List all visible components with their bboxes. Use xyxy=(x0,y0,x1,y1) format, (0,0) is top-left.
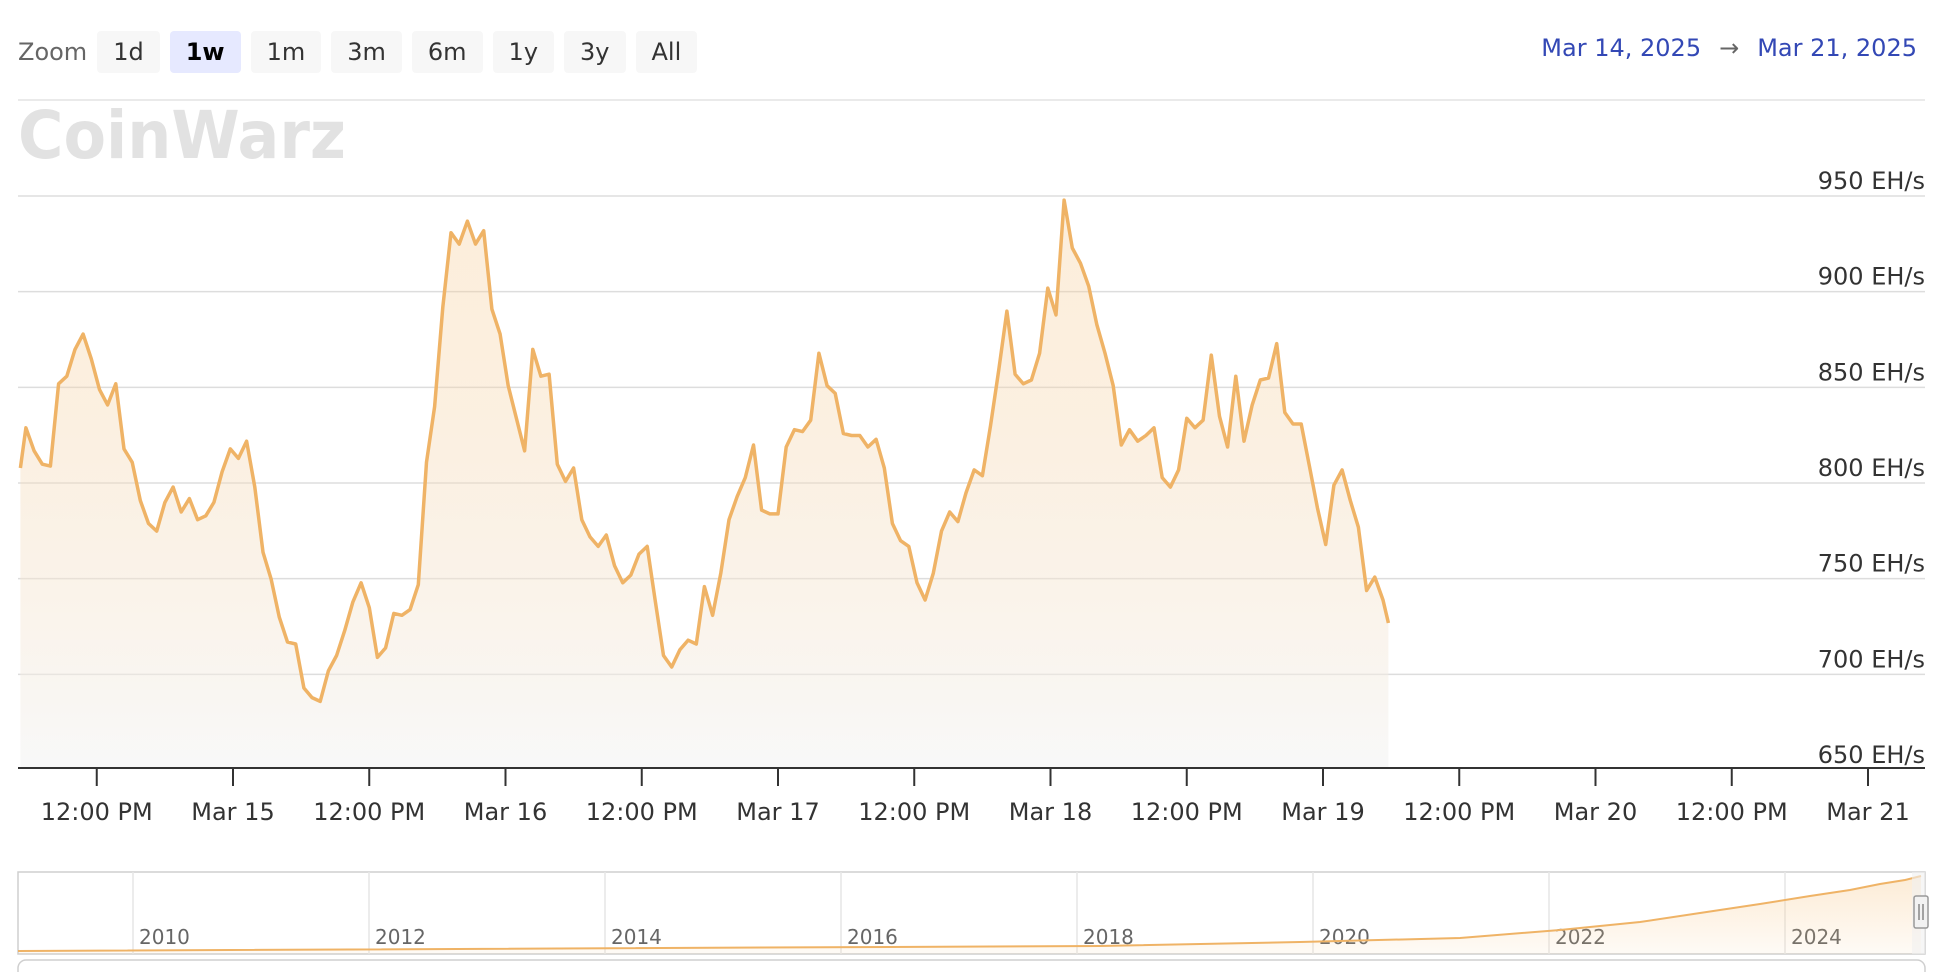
x-tick-label: 12:00 PM xyxy=(1131,798,1243,826)
x-tick-label: 12:00 PM xyxy=(1403,798,1515,826)
navigator-year-label: 2014 xyxy=(611,925,662,949)
y-tick-label: 700 EH/s xyxy=(1818,645,1925,673)
range-arrow-icon: → xyxy=(1719,34,1740,62)
navigator: 20102012201420162018202020222024 xyxy=(17,871,1929,972)
x-tick-label: Mar 15 xyxy=(191,798,274,826)
zoom-3y-button[interactable]: 3y xyxy=(564,31,626,73)
zoom-3m-button[interactable]: 3m xyxy=(331,31,402,73)
date-range: Mar 14, 2025 → Mar 21, 2025 xyxy=(1541,34,1917,62)
range-from-date[interactable]: Mar 14, 2025 xyxy=(1541,34,1702,62)
x-tick-label: 12:00 PM xyxy=(586,798,698,826)
zoom-1m-button[interactable]: 1m xyxy=(250,31,322,73)
navigator-year-label: 2010 xyxy=(139,925,190,949)
zoom-label: Zoom xyxy=(18,38,88,66)
zoom-1y-button[interactable]: 1y xyxy=(492,31,555,73)
series-area-fill xyxy=(20,200,1389,769)
navigator-scrollbar[interactable] xyxy=(17,959,1926,972)
series-line xyxy=(18,198,1391,704)
navigator-handle[interactable] xyxy=(1913,895,1929,929)
y-tick-label: 850 EH/s xyxy=(1818,358,1925,386)
zoom-1d-button[interactable]: 1d xyxy=(97,31,160,73)
y-tick-label: 800 EH/s xyxy=(1818,454,1925,482)
x-tick-label: 12:00 PM xyxy=(858,798,970,826)
x-tick-label: Mar 20 xyxy=(1554,798,1637,826)
y-axis-labels: 650 EH/s 700 EH/s 750 EH/s 800 EH/s 850 EH/s… xyxy=(1818,167,1925,769)
zoom-1w-button[interactable]: 1w xyxy=(169,31,241,73)
x-tick-label: Mar 16 xyxy=(464,798,547,826)
zoom-6m-button[interactable]: 6m xyxy=(411,31,483,73)
watermark-logo: CoinWarz xyxy=(18,97,346,174)
x-tick-label: Mar 17 xyxy=(736,798,819,826)
y-tick-label: 650 EH/s xyxy=(1818,741,1925,769)
x-axis-ticks: Mar 15 12:00 PM Mar 16 12:00 PM Mar 17 12:00 … xyxy=(41,768,1910,826)
zoom-all-button[interactable]: All xyxy=(635,31,698,73)
navigator-year-label: 2016 xyxy=(847,925,898,949)
y-tick-label: 900 EH/s xyxy=(1818,263,1925,291)
y-tick-label: 950 EH/s xyxy=(1818,167,1925,195)
x-tick-label: 12:00 PM xyxy=(1676,798,1788,826)
zoom-toolbar: Zoom 1d 1w 1m 3m 6m 1y 3y All xyxy=(18,30,707,74)
watermark: CoinWarz xyxy=(18,97,346,174)
x-tick-label: Mar 21 xyxy=(1826,798,1909,826)
navigator-area xyxy=(18,876,1921,954)
navigator-year-label: 2012 xyxy=(375,925,426,949)
x-tick-label: 12:00 PM xyxy=(313,798,425,826)
x-tick-label: Mar 18 xyxy=(1009,798,1092,826)
x-tick-label: Mar 19 xyxy=(1281,798,1364,826)
x-tick-label: 12:00 PM xyxy=(41,798,153,826)
range-to-date[interactable]: Mar 21, 2025 xyxy=(1757,34,1917,62)
navigator-line xyxy=(17,875,1922,952)
y-tick-label: 750 EH/s xyxy=(1818,550,1925,578)
